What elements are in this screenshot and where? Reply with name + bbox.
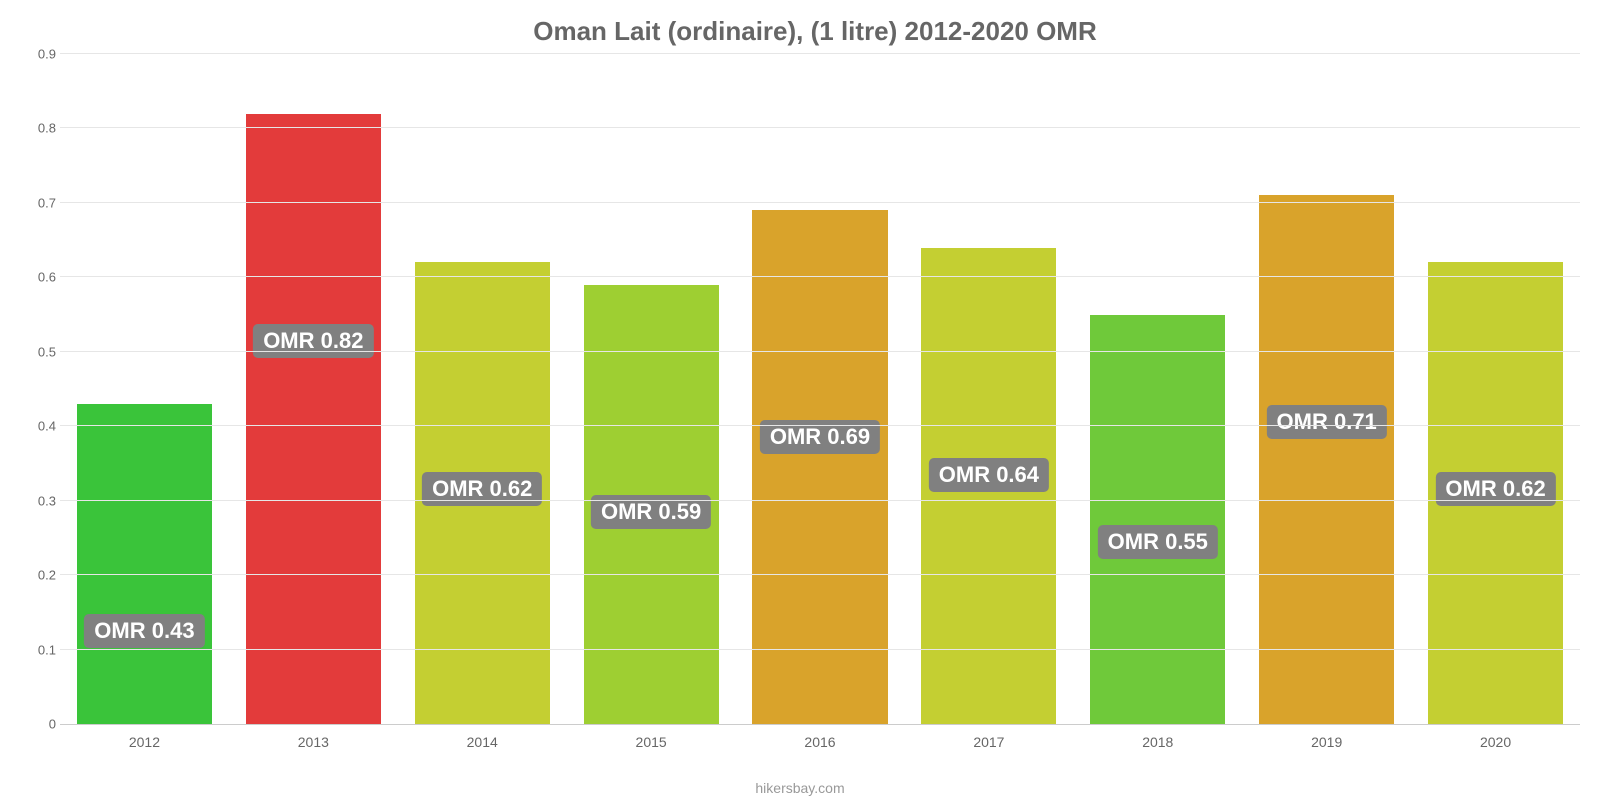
x-tick-label: 2016 — [804, 734, 835, 750]
x-tick-label: 2017 — [973, 734, 1004, 750]
gridline — [60, 351, 1580, 352]
chart-title: Oman Lait (ordinaire), (1 litre) 2012-20… — [50, 16, 1580, 47]
y-tick-label: 0.4 — [22, 419, 56, 434]
bar-slot: OMR 0.622014 — [398, 55, 567, 724]
x-tick-label: 2013 — [298, 734, 329, 750]
bars-group: OMR 0.432012OMR 0.822013OMR 0.622014OMR … — [60, 55, 1580, 724]
gridline — [60, 425, 1580, 426]
y-tick-label: 0.9 — [22, 47, 56, 62]
gridline — [60, 574, 1580, 575]
bar: OMR 0.64 — [921, 248, 1056, 724]
x-tick-label: 2014 — [467, 734, 498, 750]
bar-slot: OMR 0.622020 — [1411, 55, 1580, 724]
gridline — [60, 276, 1580, 277]
bar-slot: OMR 0.692016 — [736, 55, 905, 724]
y-tick-label: 0.3 — [22, 493, 56, 508]
bar-value-label: OMR 0.64 — [929, 458, 1049, 492]
y-tick-label: 0 — [22, 717, 56, 732]
bar-slot: OMR 0.432012 — [60, 55, 229, 724]
gridline — [60, 53, 1580, 54]
gridline — [60, 500, 1580, 501]
bar-slot: OMR 0.822013 — [229, 55, 398, 724]
y-tick-label: 0.8 — [22, 121, 56, 136]
bar: OMR 0.62 — [415, 262, 550, 724]
bar-slot: OMR 0.642017 — [904, 55, 1073, 724]
bar: OMR 0.82 — [246, 114, 381, 724]
y-tick-label: 0.2 — [22, 568, 56, 583]
x-tick-label: 2019 — [1311, 734, 1342, 750]
bar-slot: OMR 0.552018 — [1073, 55, 1242, 724]
bar-value-label: OMR 0.62 — [1435, 472, 1555, 506]
gridline — [60, 127, 1580, 128]
chart-container: Oman Lait (ordinaire), (1 litre) 2012-20… — [0, 0, 1600, 800]
y-tick-label: 0.6 — [22, 270, 56, 285]
bar-value-label: OMR 0.43 — [84, 614, 204, 648]
y-tick-label: 0.5 — [22, 344, 56, 359]
bar: OMR 0.43 — [77, 404, 212, 724]
gridline — [60, 649, 1580, 650]
bar-value-label: OMR 0.55 — [1098, 525, 1218, 559]
x-tick-label: 2018 — [1142, 734, 1173, 750]
plot-area: OMR 0.432012OMR 0.822013OMR 0.622014OMR … — [60, 55, 1580, 725]
gridline — [60, 202, 1580, 203]
y-tick-label: 0.1 — [22, 642, 56, 657]
bar-slot: OMR 0.592015 — [567, 55, 736, 724]
attribution-text: hikersbay.com — [0, 780, 1600, 796]
bar: OMR 0.71 — [1259, 195, 1394, 724]
bar-value-label: OMR 0.62 — [422, 472, 542, 506]
y-tick-label: 0.7 — [22, 195, 56, 210]
bar: OMR 0.55 — [1090, 315, 1225, 724]
x-tick-label: 2015 — [636, 734, 667, 750]
x-tick-label: 2020 — [1480, 734, 1511, 750]
bar-slot: OMR 0.712019 — [1242, 55, 1411, 724]
bar-value-label: OMR 0.82 — [253, 324, 373, 358]
bar: OMR 0.62 — [1428, 262, 1563, 724]
bar-value-label: OMR 0.71 — [1267, 405, 1387, 439]
bar: OMR 0.69 — [752, 210, 887, 724]
x-tick-label: 2012 — [129, 734, 160, 750]
